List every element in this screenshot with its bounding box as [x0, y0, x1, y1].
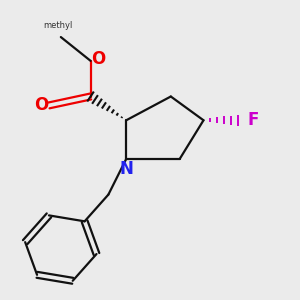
Text: O: O	[91, 50, 105, 68]
Text: methyl: methyl	[43, 21, 73, 30]
Text: F: F	[248, 111, 259, 129]
Text: N: N	[119, 160, 133, 178]
Text: O: O	[34, 96, 49, 114]
